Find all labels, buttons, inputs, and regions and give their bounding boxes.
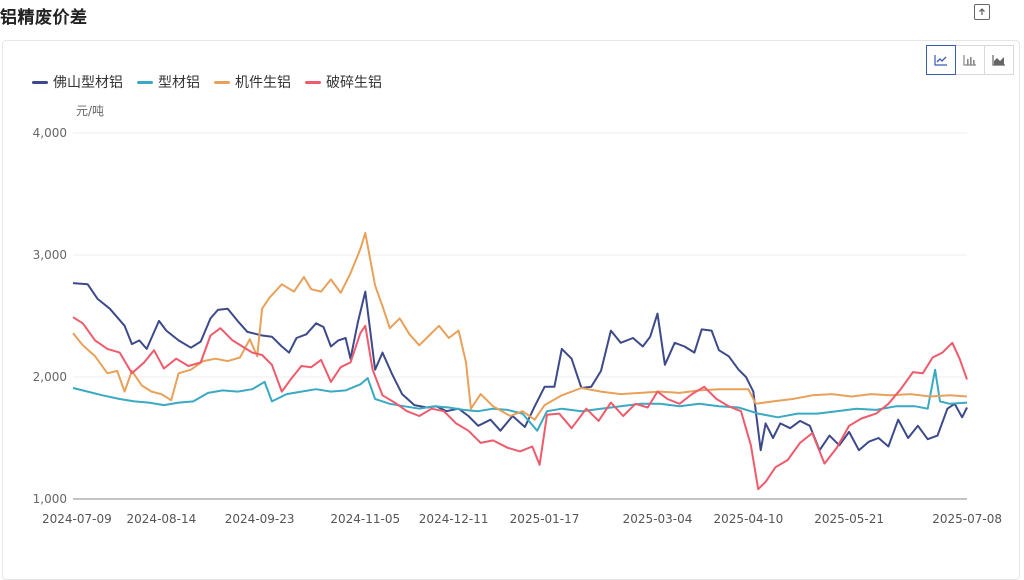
chart-type-switch: [926, 45, 1014, 75]
legend-swatch: [214, 80, 230, 84]
chart-legend: 佛山型材铝 型材铝 机件生铝 破碎生铝: [32, 72, 382, 92]
series-line-2: [72, 232, 968, 421]
legend-item-0[interactable]: 佛山型材铝: [32, 72, 123, 92]
legend-label: 型材铝: [158, 75, 200, 91]
legend-swatch: [305, 80, 321, 84]
area-chart-icon[interactable]: [984, 45, 1014, 75]
legend-swatch: [32, 80, 48, 84]
x-tick-label: 2024-07-09: [42, 512, 112, 526]
y-tick-label: 3,000: [33, 248, 67, 262]
series-line-1: [72, 368, 968, 432]
x-tick-label: 2024-12-11: [419, 512, 489, 526]
y-tick-label: 1,000: [33, 492, 67, 506]
x-tick-label: 2025-03-04: [623, 512, 693, 526]
legend-label: 机件生铝: [235, 75, 291, 91]
x-tick-label: 2024-08-14: [127, 512, 197, 526]
legend-item-2[interactable]: 机件生铝: [214, 72, 291, 92]
series-line-3: [72, 316, 968, 491]
y-tick-label: 4,000: [33, 126, 67, 140]
chart-card: [2, 40, 1020, 580]
x-tick-label: 2024-11-05: [330, 512, 400, 526]
y-axis-label: 元/吨: [76, 104, 104, 118]
x-tick-label: 2025-01-17: [510, 512, 580, 526]
legend-label: 佛山型材铝: [53, 75, 123, 91]
legend-item-3[interactable]: 破碎生铝: [305, 72, 382, 92]
export-icon[interactable]: [974, 4, 990, 20]
x-tick-label: 2024-09-23: [225, 512, 295, 526]
legend-swatch: [137, 80, 153, 84]
line-chart-icon[interactable]: [926, 45, 956, 75]
legend-label: 破碎生铝: [326, 75, 382, 91]
bar-chart-icon[interactable]: [955, 45, 985, 75]
line-chart: 1,000 2,000 3,000 4,000 元/吨 2024-07-09 2024-08…: [33, 104, 1002, 526]
legend-item-1[interactable]: 型材铝: [137, 72, 200, 92]
x-tick-label: 2025-04-10: [714, 512, 784, 526]
y-tick-label: 2,000: [33, 370, 67, 384]
x-tick-label: 2025-05-21: [814, 512, 884, 526]
series-line-0: [72, 282, 968, 452]
x-tick-label: 2025-07-08: [932, 512, 1002, 526]
page-title: 铝精废价差: [0, 8, 88, 28]
